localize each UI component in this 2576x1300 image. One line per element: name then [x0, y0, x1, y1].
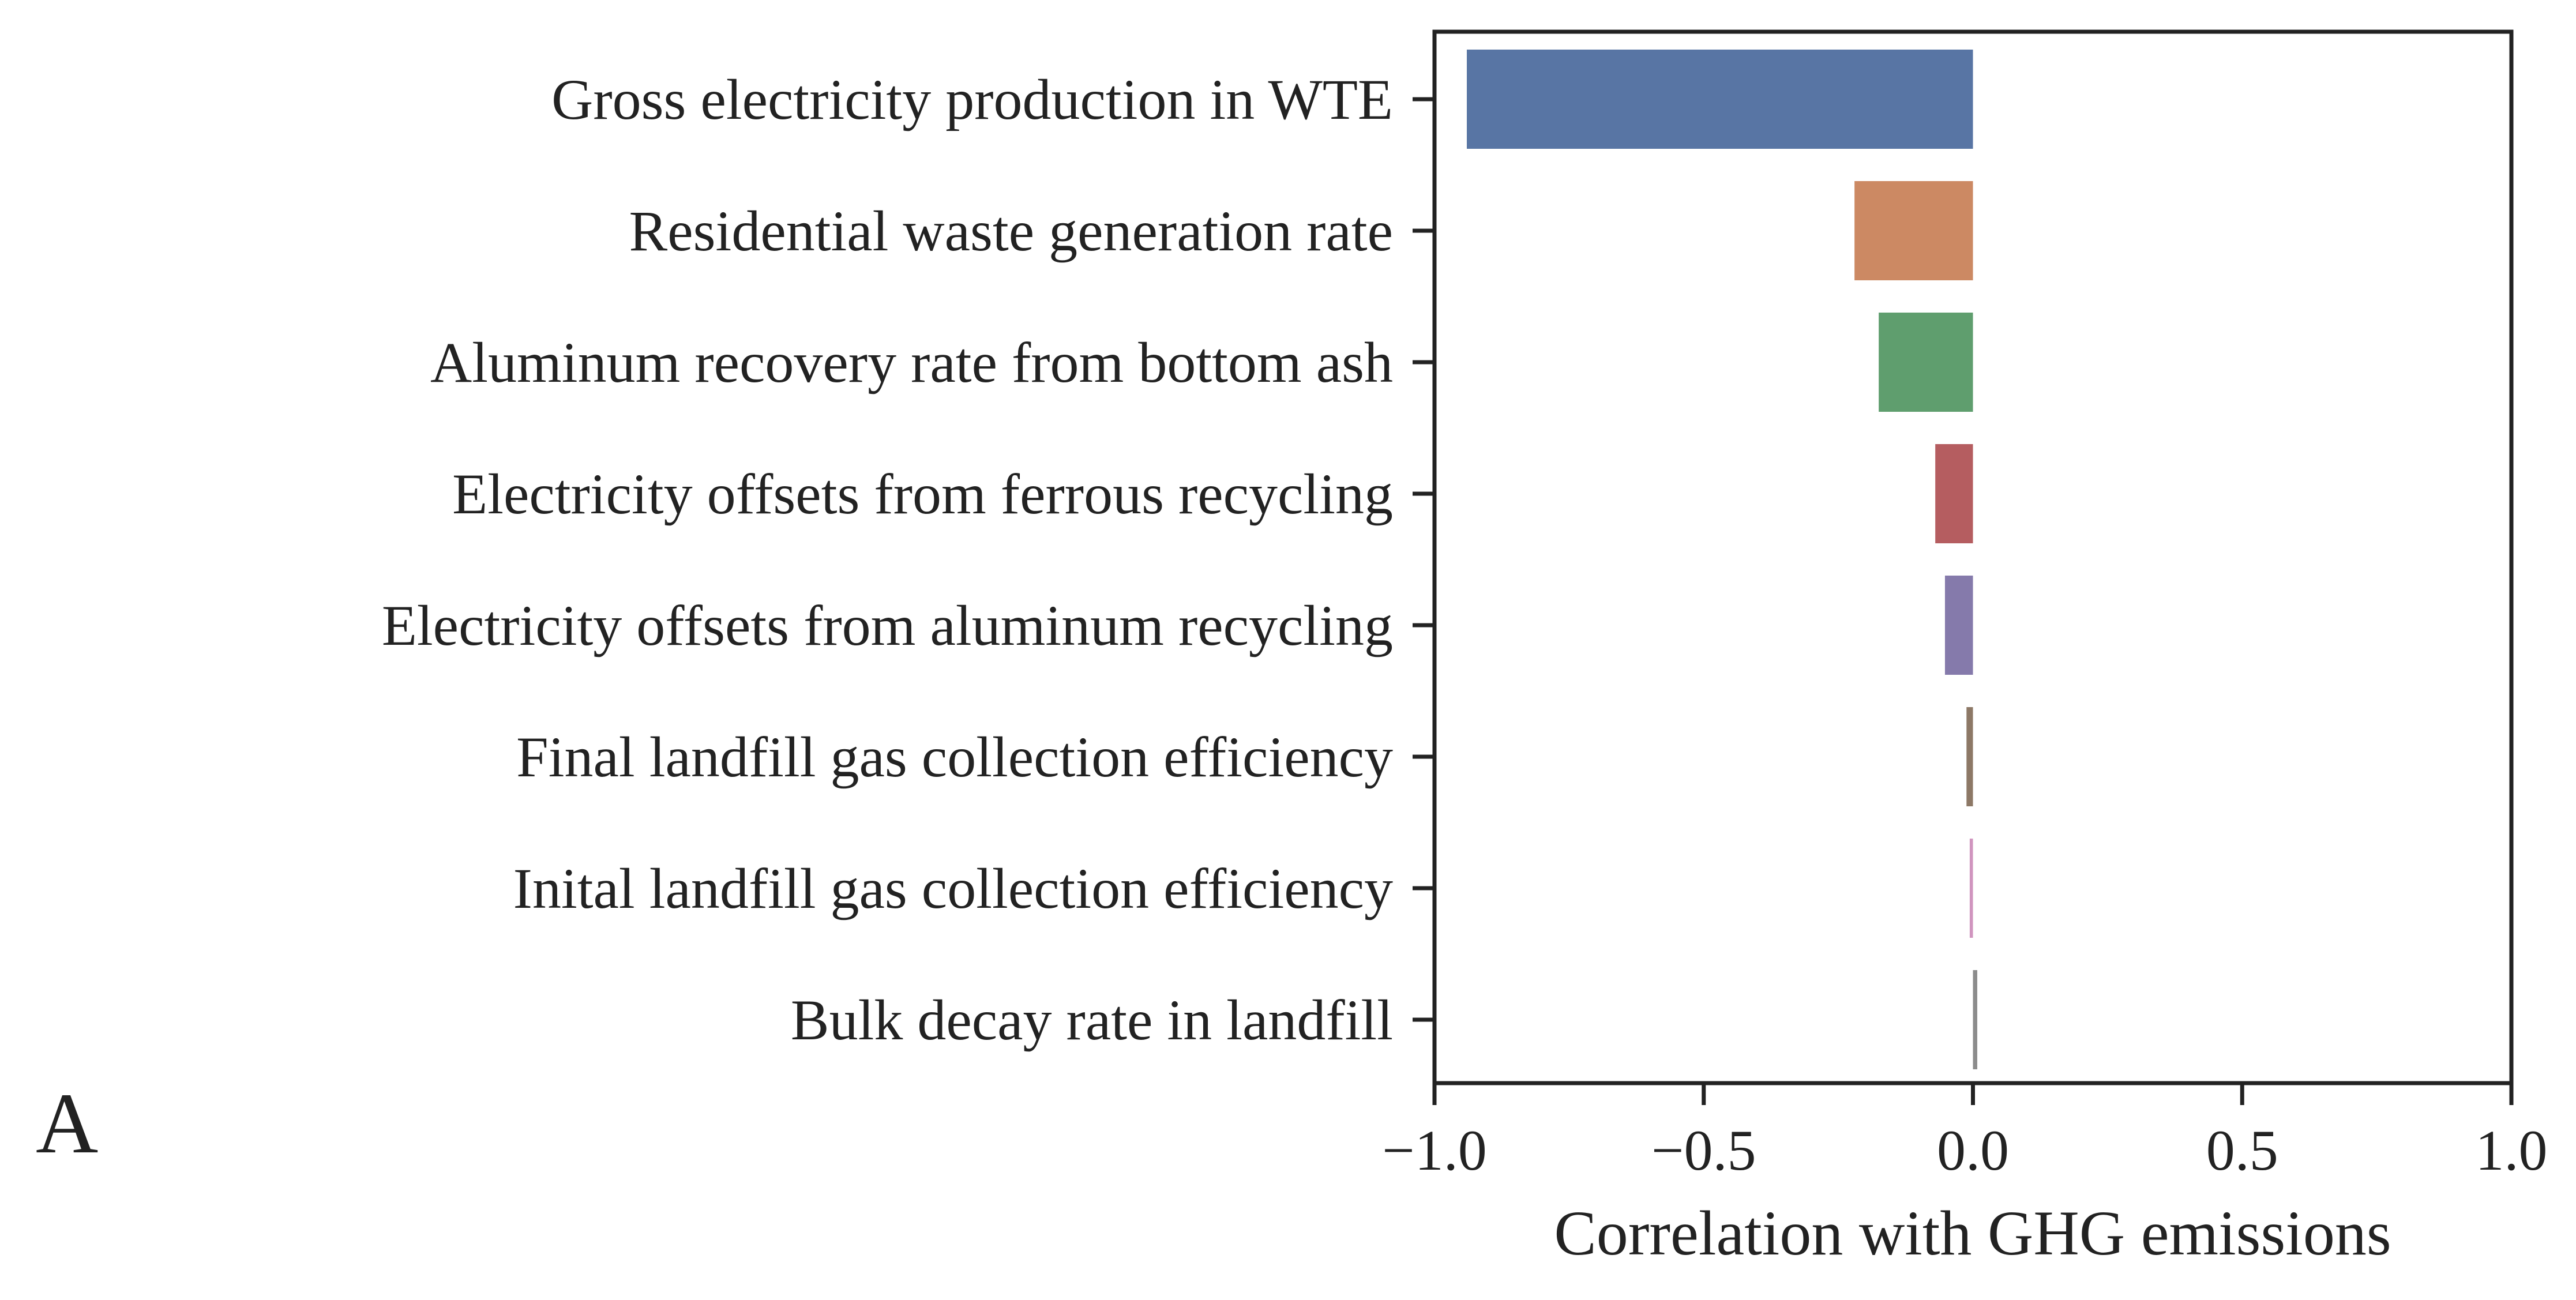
x-axis-title: Correlation with GHG emissions — [1554, 1198, 2391, 1268]
x-axis: −1.0 −0.5 0.0 0.5 1.0 — [1382, 1083, 2548, 1182]
x-tick-label-4: 1.0 — [2476, 1118, 2548, 1182]
x-tick-label-3: 0.5 — [2206, 1118, 2278, 1182]
bar-3 — [1935, 444, 1973, 543]
bars-group — [1467, 50, 1977, 1069]
bar-4 — [1944, 576, 1973, 675]
bar-7 — [1973, 970, 1977, 1069]
bar-1 — [1854, 181, 1973, 280]
y-axis: Gross electricity production in WTE Resid… — [382, 67, 1435, 1052]
category-label-1: Residential waste generation rate — [629, 199, 1393, 263]
x-tick-label-1: −0.5 — [1651, 1118, 1756, 1182]
bar-0 — [1467, 50, 1973, 149]
category-label-6: Inital landfill gas collection efficienc… — [513, 856, 1393, 920]
category-label-0: Gross electricity production in WTE — [551, 67, 1393, 131]
bar-6 — [1969, 839, 1973, 938]
category-label-3: Electricity offsets from ferrous recycli… — [452, 462, 1393, 526]
x-tick-label-0: −1.0 — [1382, 1118, 1486, 1182]
panel-label: A — [36, 1076, 98, 1171]
x-tick-label-2: 0.0 — [1937, 1118, 2009, 1182]
category-label-5: Final landfill gas collection efficiency — [516, 725, 1393, 789]
category-label-4: Electricity offsets from aluminum recycl… — [382, 593, 1393, 657]
bar-5 — [1966, 707, 1973, 806]
category-label-7: Bulk decay rate in landfill — [791, 988, 1393, 1052]
bar-2 — [1879, 313, 1973, 412]
category-label-2: Aluminum recovery rate from bottom ash — [430, 330, 1393, 394]
